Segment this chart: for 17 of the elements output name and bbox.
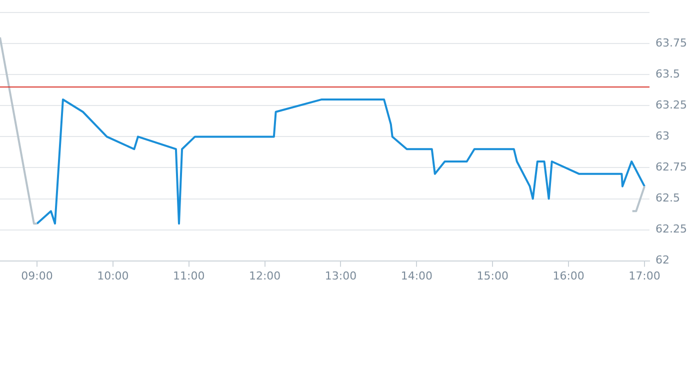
x-tick-label: 14:00 [400,269,433,282]
x-tick-label: 16:00 [552,269,584,282]
x-tick-label: 10:00 [97,269,129,282]
x-tick-label: 12:00 [248,269,281,282]
x-tick-label: 17:00 [628,269,660,282]
y-tick-label: 62.5 [656,192,680,205]
y-tick-label: 63.75 [656,36,688,50]
x-tick-label: 09:00 [21,269,53,282]
y-tick-label: 62 [656,254,670,267]
y-tick-label: 63.25 [656,98,688,112]
y-tick-label: 62.75 [656,160,688,174]
y-tick-label: 63 [656,130,670,143]
x-tick-label: 15:00 [476,269,508,282]
y-tick-label: 63.5 [656,68,680,81]
x-tick-label: 11:00 [173,269,205,282]
x-tick-label: 13:00 [324,269,357,282]
y-tick-label: 62.25 [656,222,688,236]
